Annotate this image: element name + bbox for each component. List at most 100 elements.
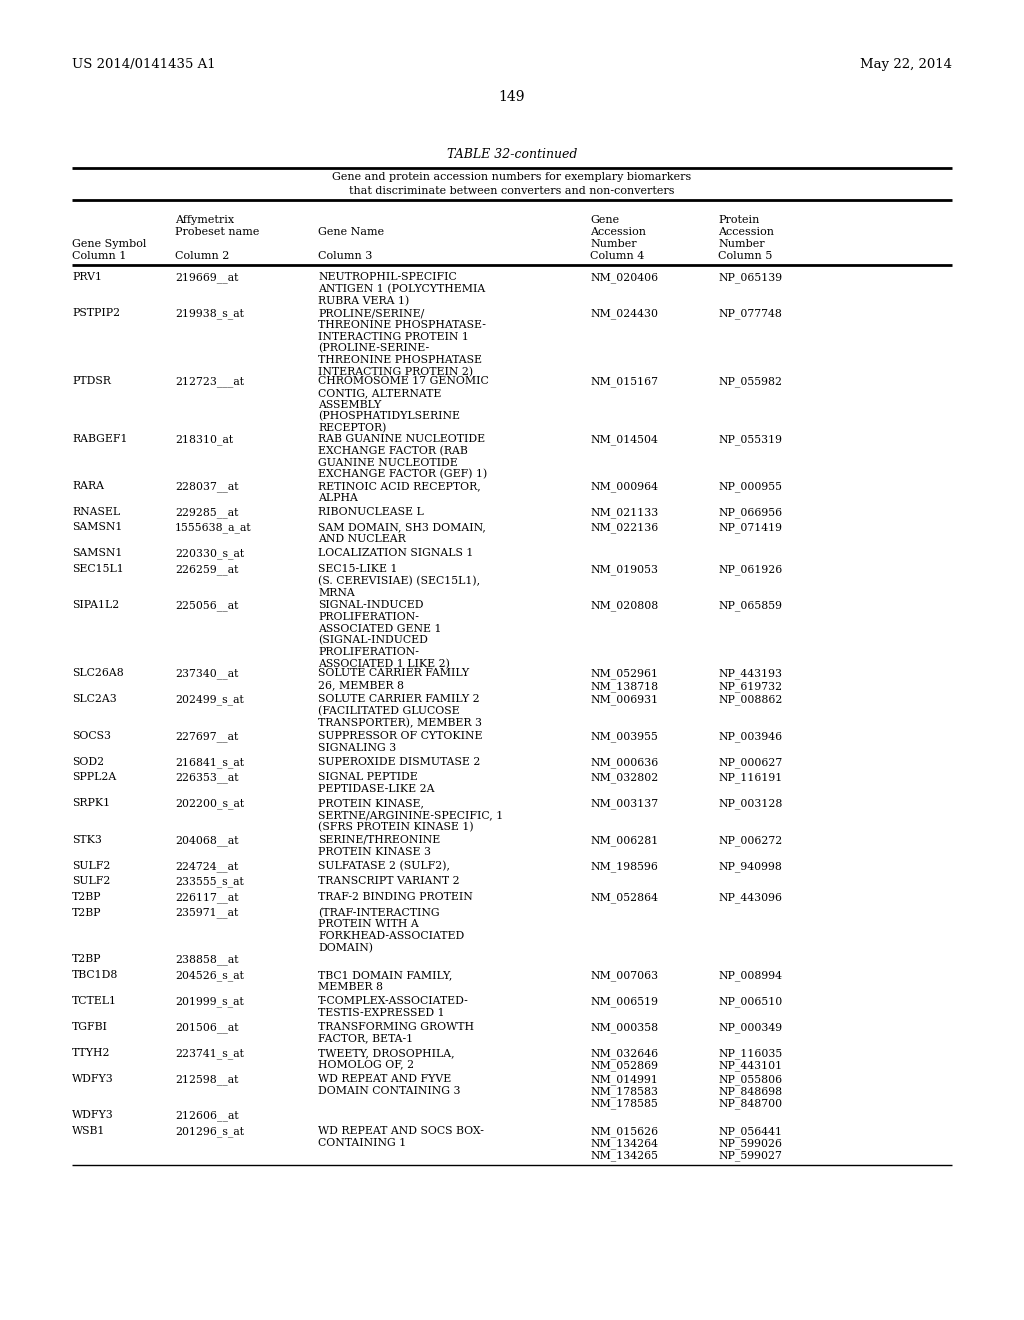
Text: TRANSFORMING GROWTH
FACTOR, BETA-1: TRANSFORMING GROWTH FACTOR, BETA-1 — [318, 1022, 474, 1044]
Text: 201296_s_at: 201296_s_at — [175, 1126, 244, 1137]
Text: NM_003955: NM_003955 — [590, 731, 657, 742]
Text: 204526_s_at: 204526_s_at — [175, 970, 244, 981]
Text: NP_940998: NP_940998 — [718, 861, 782, 871]
Text: RIBONUCLEASE L: RIBONUCLEASE L — [318, 507, 424, 517]
Text: NP_055319: NP_055319 — [718, 434, 782, 445]
Text: SRPK1: SRPK1 — [72, 799, 111, 808]
Text: SULF2: SULF2 — [72, 861, 111, 871]
Text: NP_116191: NP_116191 — [718, 772, 782, 783]
Text: 225056__at: 225056__at — [175, 601, 239, 611]
Text: (TRAF-INTERACTING
PROTEIN WITH A
FORKHEAD-ASSOCIATED
DOMAIN): (TRAF-INTERACTING PROTEIN WITH A FORKHEA… — [318, 908, 464, 953]
Text: NP_003128: NP_003128 — [718, 799, 782, 809]
Text: T-COMPLEX-ASSOCIATED-
TESTIS-EXPRESSED 1: T-COMPLEX-ASSOCIATED- TESTIS-EXPRESSED 1 — [318, 997, 469, 1018]
Text: 224724__at: 224724__at — [175, 861, 239, 871]
Text: WDFY3: WDFY3 — [72, 1110, 114, 1121]
Text: SIPA1L2: SIPA1L2 — [72, 601, 119, 610]
Text: Gene Symbol: Gene Symbol — [72, 239, 146, 249]
Text: Number: Number — [718, 239, 765, 249]
Text: NP_055806
NP_848698
NP_848700: NP_055806 NP_848698 NP_848700 — [718, 1074, 782, 1109]
Text: NM_015167: NM_015167 — [590, 376, 658, 387]
Text: Affymetrix: Affymetrix — [175, 215, 234, 224]
Text: NP_003946: NP_003946 — [718, 731, 782, 742]
Text: NM_006519: NM_006519 — [590, 997, 658, 1007]
Text: NEUTROPHIL-SPECIFIC
ANTIGEN 1 (POLYCYTHEMIA
RUBRA VERA 1): NEUTROPHIL-SPECIFIC ANTIGEN 1 (POLYCYTHE… — [318, 272, 485, 306]
Text: TRAF-2 BINDING PROTEIN: TRAF-2 BINDING PROTEIN — [318, 892, 473, 902]
Text: NP_443096: NP_443096 — [718, 892, 782, 903]
Text: NP_065139: NP_065139 — [718, 272, 782, 282]
Text: 218310_at: 218310_at — [175, 434, 233, 445]
Text: SPPL2A: SPPL2A — [72, 772, 117, 783]
Text: PRV1: PRV1 — [72, 272, 102, 282]
Text: 212598__at: 212598__at — [175, 1074, 239, 1085]
Text: NP_065859: NP_065859 — [718, 601, 782, 611]
Text: SAMSN1: SAMSN1 — [72, 523, 123, 532]
Text: SOD2: SOD2 — [72, 756, 104, 767]
Text: WDFY3: WDFY3 — [72, 1074, 114, 1084]
Text: TABLE 32-continued: TABLE 32-continued — [446, 148, 578, 161]
Text: 216841_s_at: 216841_s_at — [175, 756, 244, 768]
Text: TBC1D8: TBC1D8 — [72, 970, 119, 979]
Text: 202200_s_at: 202200_s_at — [175, 799, 244, 809]
Text: 212723___at: 212723___at — [175, 376, 244, 387]
Text: SLC26A8: SLC26A8 — [72, 668, 124, 678]
Text: NM_052864: NM_052864 — [590, 892, 658, 903]
Text: 237340__at: 237340__at — [175, 668, 239, 680]
Text: 204068__at: 204068__at — [175, 836, 239, 846]
Text: SIGNAL PEPTIDE
PEPTIDASE-LIKE 2A: SIGNAL PEPTIDE PEPTIDASE-LIKE 2A — [318, 772, 434, 795]
Text: Gene and protein accession numbers for exemplary biomarkers: Gene and protein accession numbers for e… — [333, 172, 691, 182]
Text: RNASEL: RNASEL — [72, 507, 120, 517]
Text: SUPEROXIDE DISMUTASE 2: SUPEROXIDE DISMUTASE 2 — [318, 756, 480, 767]
Text: NP_443193
NP_619732: NP_443193 NP_619732 — [718, 668, 782, 692]
Text: NM_020406: NM_020406 — [590, 272, 658, 282]
Text: NM_198596: NM_198596 — [590, 861, 657, 871]
Text: SLC2A3: SLC2A3 — [72, 694, 117, 705]
Text: SOCS3: SOCS3 — [72, 731, 111, 741]
Text: NP_006272: NP_006272 — [718, 836, 782, 846]
Text: SUPPRESSOR OF CYTOKINE
SIGNALING 3: SUPPRESSOR OF CYTOKINE SIGNALING 3 — [318, 731, 482, 752]
Text: SAM DOMAIN, SH3 DOMAIN,
AND NUCLEAR: SAM DOMAIN, SH3 DOMAIN, AND NUCLEAR — [318, 523, 485, 544]
Text: TBC1 DOMAIN FAMILY,
MEMBER 8: TBC1 DOMAIN FAMILY, MEMBER 8 — [318, 970, 453, 991]
Text: TWEETY, DROSOPHILA,
HOMOLOG OF, 2: TWEETY, DROSOPHILA, HOMOLOG OF, 2 — [318, 1048, 455, 1069]
Text: SOLUTE CARRIER FAMILY
26, MEMBER 8: SOLUTE CARRIER FAMILY 26, MEMBER 8 — [318, 668, 469, 690]
Text: T2BP: T2BP — [72, 892, 101, 902]
Text: SIGNAL-INDUCED
PROLIFERATION-
ASSOCIATED GENE 1
(SIGNAL-INDUCED
PROLIFERATION-
A: SIGNAL-INDUCED PROLIFERATION- ASSOCIATED… — [318, 601, 450, 669]
Text: NM_015626
NM_134264
NM_134265: NM_015626 NM_134264 NM_134265 — [590, 1126, 658, 1162]
Text: NM_019053: NM_019053 — [590, 564, 658, 574]
Text: WD REPEAT AND FYVE
DOMAIN CONTAINING 3: WD REPEAT AND FYVE DOMAIN CONTAINING 3 — [318, 1074, 461, 1096]
Text: NM_014991
NM_178583
NM_178585: NM_014991 NM_178583 NM_178585 — [590, 1074, 658, 1109]
Text: Column 2: Column 2 — [175, 251, 229, 261]
Text: 212606__at: 212606__at — [175, 1110, 239, 1121]
Text: 226353__at: 226353__at — [175, 772, 239, 783]
Text: 219669__at: 219669__at — [175, 272, 239, 282]
Text: NP_000627: NP_000627 — [718, 756, 782, 768]
Text: NM_000358: NM_000358 — [590, 1022, 658, 1032]
Text: 201999_s_at: 201999_s_at — [175, 997, 244, 1007]
Text: that discriminate between converters and non-converters: that discriminate between converters and… — [349, 186, 675, 195]
Text: NP_071419: NP_071419 — [718, 523, 782, 533]
Text: 233555_s_at: 233555_s_at — [175, 876, 244, 887]
Text: TRANSCRIPT VARIANT 2: TRANSCRIPT VARIANT 2 — [318, 876, 460, 887]
Text: TTYH2: TTYH2 — [72, 1048, 111, 1059]
Text: 223741_s_at: 223741_s_at — [175, 1048, 244, 1059]
Text: RARA: RARA — [72, 480, 104, 491]
Text: NM_007063: NM_007063 — [590, 970, 658, 981]
Text: 1555638_a_at: 1555638_a_at — [175, 523, 252, 533]
Text: Column 5: Column 5 — [718, 251, 772, 261]
Text: NP_061926: NP_061926 — [718, 564, 782, 574]
Text: NM_022136: NM_022136 — [590, 523, 658, 533]
Text: CHROMOSOME 17 GENOMIC
CONTIG, ALTERNATE
ASSEMBLY
(PHOSPHATIDYLSERINE
RECEPTOR): CHROMOSOME 17 GENOMIC CONTIG, ALTERNATE … — [318, 376, 488, 434]
Text: WSB1: WSB1 — [72, 1126, 105, 1137]
Text: Protein: Protein — [718, 215, 760, 224]
Text: 201506__at: 201506__at — [175, 1022, 239, 1032]
Text: TGFBI: TGFBI — [72, 1022, 108, 1032]
Text: RETINOIC ACID RECEPTOR,
ALPHA: RETINOIC ACID RECEPTOR, ALPHA — [318, 480, 480, 503]
Text: NP_000955: NP_000955 — [718, 480, 782, 492]
Text: NM_024430: NM_024430 — [590, 309, 658, 319]
Text: Accession: Accession — [718, 227, 774, 238]
Text: WD REPEAT AND SOCS BOX-
CONTAINING 1: WD REPEAT AND SOCS BOX- CONTAINING 1 — [318, 1126, 484, 1147]
Text: NM_000636: NM_000636 — [590, 756, 658, 768]
Text: NM_021133: NM_021133 — [590, 507, 658, 517]
Text: 219938_s_at: 219938_s_at — [175, 309, 244, 319]
Text: NM_052961
NM_138718: NM_052961 NM_138718 — [590, 668, 658, 692]
Text: PTDSR: PTDSR — [72, 376, 111, 387]
